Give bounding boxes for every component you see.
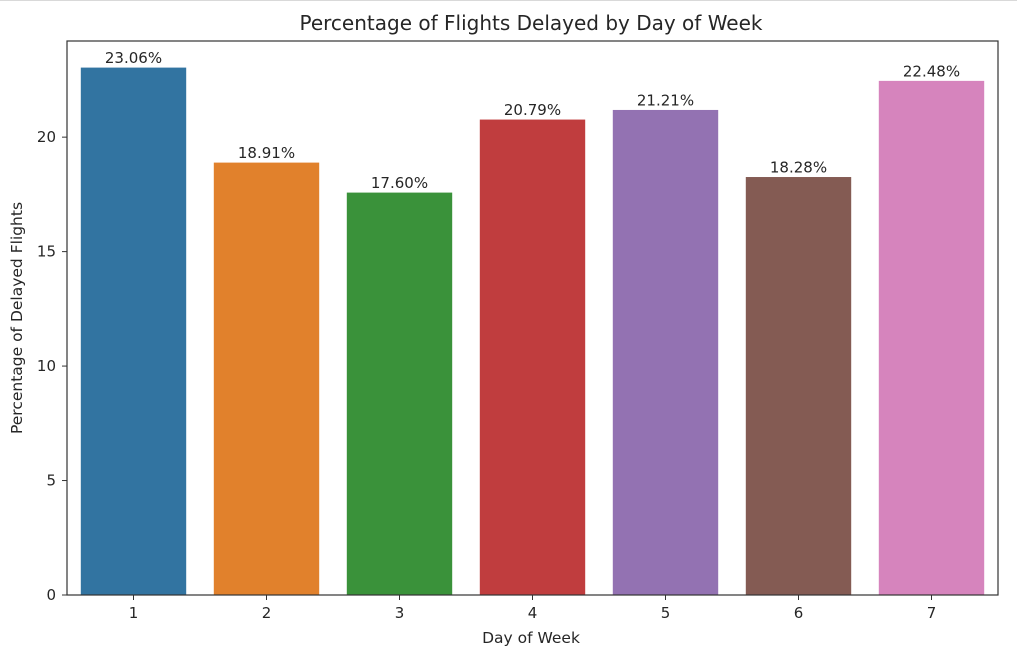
plot-frame [66, 40, 999, 596]
bar-day-7 [877, 79, 986, 596]
bar-day-4 [478, 118, 587, 596]
bar-day-2 [212, 161, 321, 596]
bar-day-6 [744, 176, 853, 596]
data-label-day-3: 17.60% [371, 174, 428, 192]
x-tick-label-5: 5 [661, 604, 671, 622]
x-tick-label-4: 4 [528, 604, 538, 622]
bar-day-1 [79, 66, 188, 596]
x-tick-label-3: 3 [395, 604, 405, 622]
y-tick-label-5: 5 [46, 472, 56, 490]
x-tick-label-6: 6 [794, 604, 804, 622]
data-label-day-6: 18.28% [770, 159, 827, 177]
data-label-day-1: 23.06% [105, 49, 162, 67]
bar-day-5 [611, 108, 720, 596]
data-label-day-4: 20.79% [504, 101, 561, 119]
y-axis-label: Percentage of Delayed Flights [8, 202, 26, 434]
y-tick-label-20: 20 [37, 128, 56, 146]
x-tick-label-2: 2 [262, 604, 272, 622]
data-label-day-2: 18.91% [238, 144, 295, 162]
data-label-day-7: 22.48% [903, 62, 960, 80]
y-tick-label-15: 15 [37, 243, 56, 261]
data-label-day-5: 21.21% [637, 91, 694, 109]
x-tick-label-7: 7 [927, 604, 937, 622]
bar-day-3 [345, 191, 454, 596]
y-tick-label-10: 10 [37, 357, 56, 375]
x-tick-label-1: 1 [129, 604, 139, 622]
x-axis-label: Day of Week [482, 629, 580, 647]
top-border [0, 0, 1017, 1]
plot-area: 23.06% 18.91% 17.60% 20.79% 21.21% 18.28% 22.4… [37, 40, 999, 622]
chart-title: Percentage of Flights Delayed by Day of … [300, 11, 763, 35]
y-tick-label-0: 0 [46, 586, 56, 604]
